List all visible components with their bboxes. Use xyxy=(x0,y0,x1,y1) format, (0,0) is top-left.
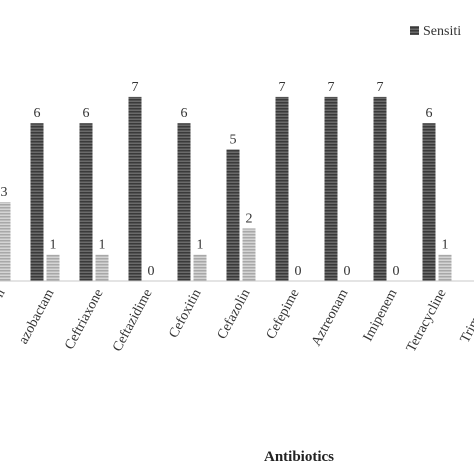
bar-series-2-4 xyxy=(193,254,207,281)
bar-series-1-9 xyxy=(422,123,436,281)
data-label-series-2-4: 1 xyxy=(197,238,204,253)
x-tick-label-7: Aztreonam xyxy=(309,287,351,349)
x-tick-label-8: Imipenem xyxy=(361,287,401,344)
bar-series-1-7 xyxy=(324,96,338,282)
x-tick-label-9: Tetracycline xyxy=(404,287,450,355)
x-tick-label-2: Ceftriaxone xyxy=(62,287,106,352)
data-label-series-1-6: 7 xyxy=(279,80,286,95)
bars-layer xyxy=(0,96,452,282)
x-tick-label-0: n xyxy=(0,287,9,300)
data-label-series-2-6: 0 xyxy=(295,264,302,279)
data-label-series-1-1: 6 xyxy=(34,106,41,121)
x-tick-label-5: Cefazolin xyxy=(215,287,254,342)
data-label-series-2-5: 2 xyxy=(246,211,253,226)
data-label-series-2-7: 0 xyxy=(344,264,351,279)
bar-series-2-5 xyxy=(242,228,256,281)
data-labels-layer: 3 6 1 6 1 7 0 6 1 5 2 7 0 7 0 7 0 6 1 xyxy=(1,80,449,279)
data-label-series-1-4: 6 xyxy=(181,106,188,121)
bar-series-2-1 xyxy=(46,254,60,281)
bar-series-2-0 xyxy=(0,202,11,281)
x-tick-label-10: Trimethop xyxy=(458,287,474,346)
bar-series-1-6 xyxy=(275,96,289,282)
data-label-series-1-9: 6 xyxy=(426,106,433,121)
data-label-series-1-7: 7 xyxy=(328,80,335,95)
data-label-series-2-1: 1 xyxy=(50,238,57,253)
data-label-series-1-3: 7 xyxy=(132,80,139,95)
x-axis-title: Antibiotics xyxy=(264,449,334,465)
legend-label-series-1: Sensiti xyxy=(423,24,461,39)
x-tick-labels: n azobactam Ceftriaxone Ceftazidime Cefoxiti… xyxy=(0,287,474,355)
x-tick-label-3: Ceftazidime xyxy=(110,287,155,354)
bar-series-1-3 xyxy=(128,96,142,282)
data-label-series-1-8: 7 xyxy=(377,80,384,95)
data-label-series-1-5: 5 xyxy=(230,133,237,148)
bar-series-2-2 xyxy=(95,254,109,281)
x-tick-label-6: Cefepime xyxy=(264,287,303,342)
data-label-series-2-3: 0 xyxy=(148,264,155,279)
data-label-series-2-2: 1 xyxy=(99,238,106,253)
bar-series-1-4 xyxy=(177,123,191,281)
legend: Sensiti xyxy=(410,24,461,39)
x-tick-label-1: azobactam xyxy=(16,287,57,347)
data-label-series-2-9: 1 xyxy=(442,238,449,253)
bar-series-1-2 xyxy=(79,123,93,281)
bar-series-1-8 xyxy=(373,96,387,282)
data-label-series-2-8: 0 xyxy=(393,264,400,279)
x-tick-label-4: Cefoxitin xyxy=(166,287,204,341)
legend-swatch-series-1 xyxy=(410,26,419,35)
bar-series-1-5 xyxy=(226,149,240,281)
data-label-series-2-0: 3 xyxy=(1,185,8,200)
bar-series-2-9 xyxy=(438,254,452,281)
bar-series-1-1 xyxy=(30,123,44,281)
data-label-series-1-2: 6 xyxy=(83,106,90,121)
